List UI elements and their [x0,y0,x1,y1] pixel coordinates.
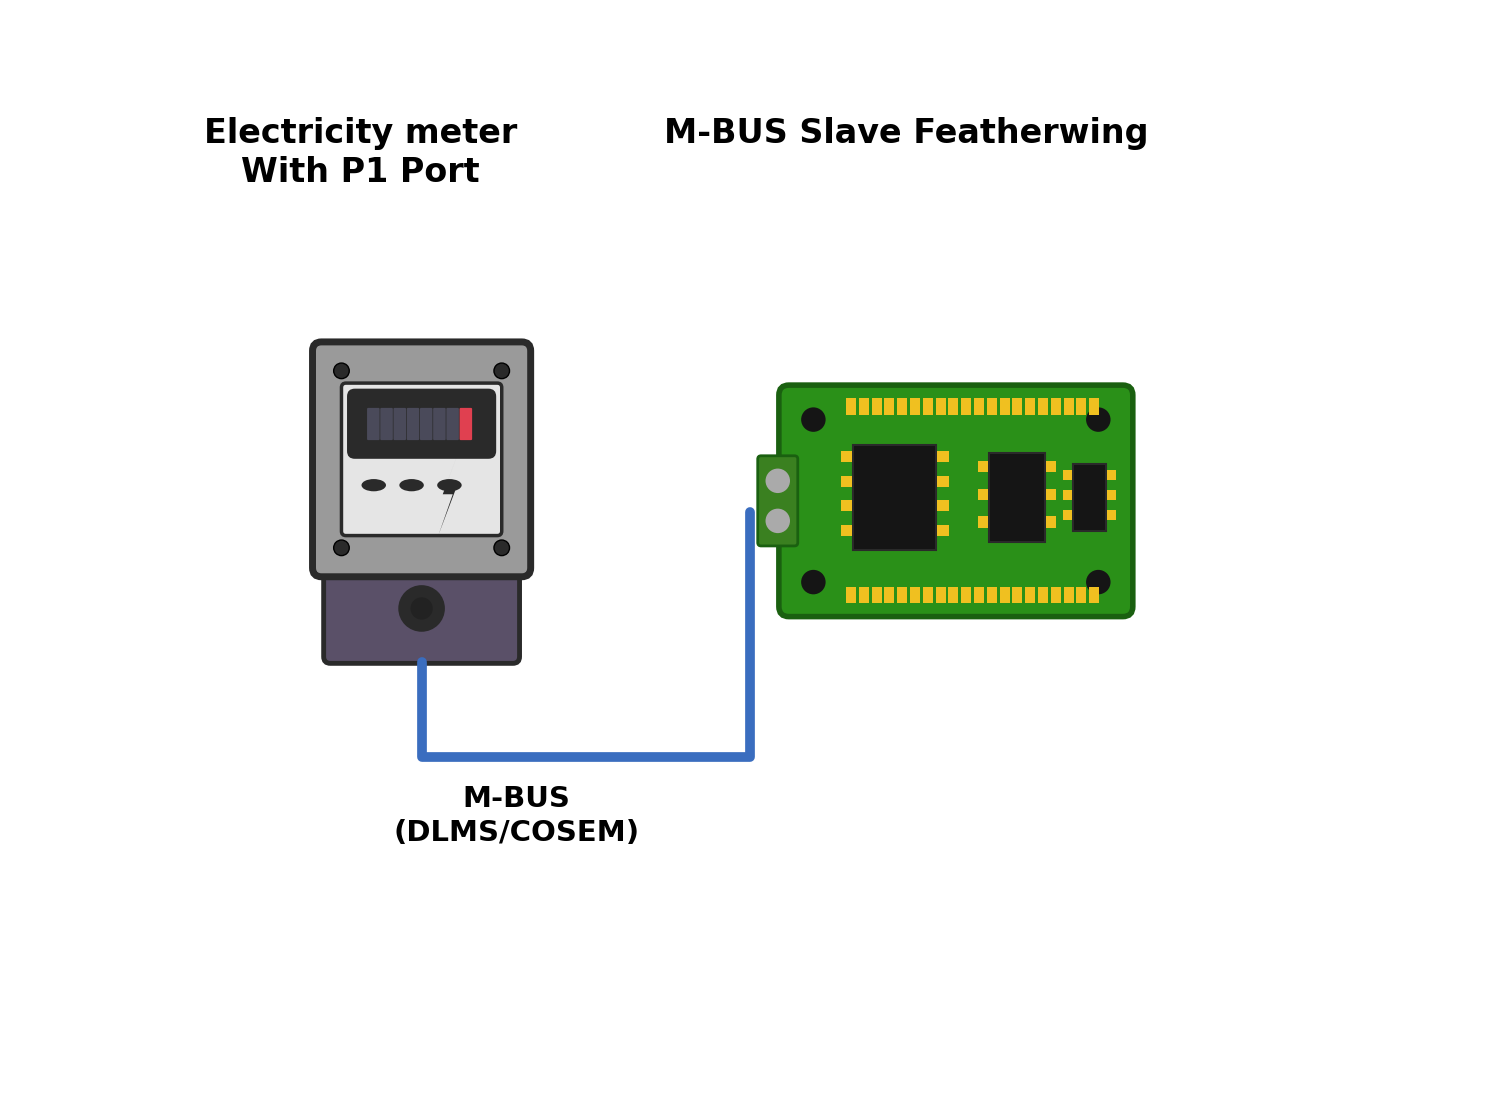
FancyBboxPatch shape [898,398,907,415]
Circle shape [494,540,509,555]
FancyBboxPatch shape [846,398,855,415]
FancyBboxPatch shape [381,407,393,440]
Circle shape [801,407,825,432]
FancyBboxPatch shape [1024,587,1035,603]
FancyBboxPatch shape [1064,587,1073,603]
Circle shape [766,469,790,493]
FancyBboxPatch shape [987,398,997,415]
FancyBboxPatch shape [937,452,949,463]
FancyBboxPatch shape [923,398,932,415]
FancyBboxPatch shape [1038,587,1049,603]
Circle shape [494,363,509,378]
Text: M-BUS Slave Featherwing: M-BUS Slave Featherwing [663,117,1148,150]
FancyBboxPatch shape [949,398,958,415]
Ellipse shape [437,479,462,491]
FancyBboxPatch shape [858,587,869,603]
FancyBboxPatch shape [910,587,920,603]
FancyBboxPatch shape [910,398,920,415]
FancyBboxPatch shape [348,388,496,459]
Text: M-BUS
(DLMS/COSEM): M-BUS (DLMS/COSEM) [393,785,639,847]
FancyBboxPatch shape [961,587,972,603]
FancyBboxPatch shape [937,524,949,536]
FancyBboxPatch shape [846,587,855,603]
FancyBboxPatch shape [978,516,988,528]
FancyBboxPatch shape [406,407,419,440]
FancyBboxPatch shape [1050,398,1061,415]
FancyBboxPatch shape [1024,398,1035,415]
Polygon shape [438,446,461,535]
FancyBboxPatch shape [1050,587,1061,603]
FancyBboxPatch shape [935,398,946,415]
FancyBboxPatch shape [949,587,958,603]
FancyBboxPatch shape [1076,398,1086,415]
FancyBboxPatch shape [1012,587,1023,603]
FancyBboxPatch shape [1073,464,1106,531]
FancyBboxPatch shape [1038,398,1049,415]
FancyBboxPatch shape [898,587,907,603]
FancyBboxPatch shape [935,587,946,603]
FancyBboxPatch shape [757,456,798,546]
FancyBboxPatch shape [778,385,1133,617]
FancyBboxPatch shape [961,398,972,415]
Text: Electricity meter
With P1 Port: Electricity meter With P1 Port [204,117,517,189]
Circle shape [1086,570,1111,594]
FancyBboxPatch shape [852,445,937,551]
FancyBboxPatch shape [1064,398,1073,415]
FancyBboxPatch shape [323,542,520,663]
Circle shape [801,570,825,594]
FancyBboxPatch shape [840,452,852,463]
FancyBboxPatch shape [313,342,530,577]
FancyBboxPatch shape [367,407,379,440]
FancyBboxPatch shape [434,407,446,440]
FancyBboxPatch shape [999,587,1009,603]
FancyBboxPatch shape [990,453,1046,542]
FancyBboxPatch shape [975,398,984,415]
FancyBboxPatch shape [872,398,881,415]
FancyBboxPatch shape [1089,587,1098,603]
Circle shape [334,540,349,555]
FancyBboxPatch shape [858,398,869,415]
FancyBboxPatch shape [1062,510,1071,520]
FancyBboxPatch shape [872,587,881,603]
Circle shape [411,598,432,620]
FancyBboxPatch shape [937,501,949,511]
FancyBboxPatch shape [1076,587,1086,603]
FancyBboxPatch shape [341,383,502,535]
FancyBboxPatch shape [1089,398,1098,415]
FancyBboxPatch shape [999,398,1009,415]
FancyBboxPatch shape [446,407,459,440]
FancyBboxPatch shape [459,407,471,440]
FancyBboxPatch shape [884,587,895,603]
Circle shape [399,587,444,631]
FancyBboxPatch shape [1108,490,1117,500]
FancyBboxPatch shape [1108,510,1117,520]
FancyBboxPatch shape [1108,470,1117,480]
Circle shape [1086,407,1111,432]
FancyBboxPatch shape [978,489,988,500]
Circle shape [334,363,349,378]
FancyBboxPatch shape [884,398,895,415]
FancyBboxPatch shape [1046,489,1056,500]
FancyBboxPatch shape [987,587,997,603]
FancyBboxPatch shape [1046,461,1056,472]
FancyBboxPatch shape [420,407,432,440]
Ellipse shape [361,479,385,491]
FancyBboxPatch shape [1046,516,1056,528]
FancyBboxPatch shape [393,407,406,440]
FancyBboxPatch shape [923,587,932,603]
FancyBboxPatch shape [1062,490,1071,500]
FancyBboxPatch shape [1012,398,1023,415]
Circle shape [766,509,790,533]
FancyBboxPatch shape [840,476,852,487]
FancyBboxPatch shape [1062,470,1071,480]
FancyBboxPatch shape [978,461,988,472]
FancyBboxPatch shape [975,587,984,603]
FancyBboxPatch shape [840,501,852,511]
FancyBboxPatch shape [937,476,949,487]
FancyBboxPatch shape [840,524,852,536]
Ellipse shape [399,479,423,491]
